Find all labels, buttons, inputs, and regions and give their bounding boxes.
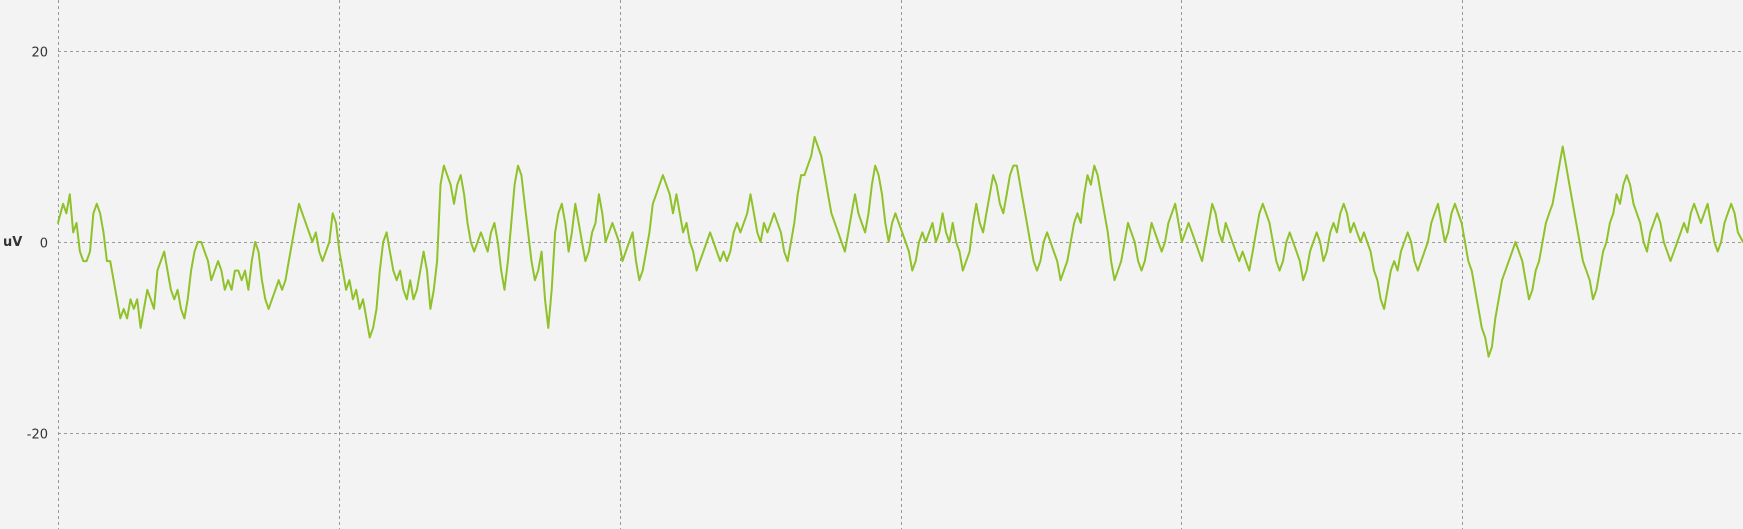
y-tick-label: 0	[40, 237, 48, 252]
y-tick-label: -20	[27, 428, 48, 443]
y-axis-unit-label: uV	[3, 235, 22, 250]
gridlines	[58, 0, 1743, 529]
series-line-0	[57, 135, 1743, 358]
series-layer	[57, 135, 1743, 358]
axis-labels: uV 20 0 -20	[3, 46, 48, 443]
y-tick-label: 20	[31, 46, 48, 61]
